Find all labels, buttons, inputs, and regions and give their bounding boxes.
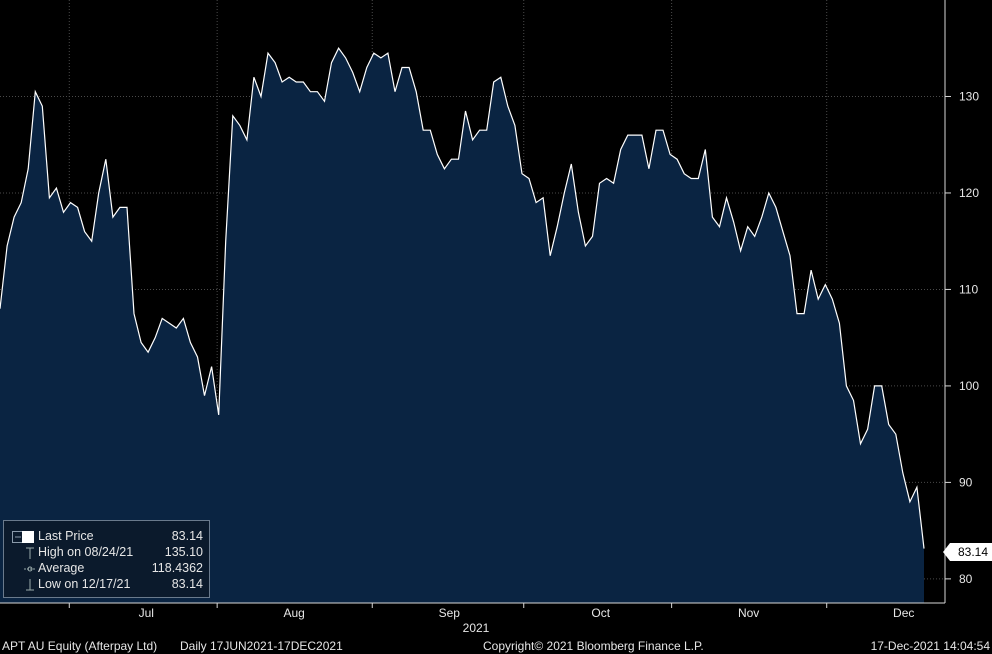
price-area (0, 48, 924, 603)
legend-low-label: Low on 12/17/21 (38, 577, 131, 591)
x-axis-ticks: Jul Aug Sep Oct Nov Dec 2021 (68, 603, 914, 635)
y-tick-label: 130 (959, 89, 979, 103)
y-tick-label: 80 (959, 572, 973, 586)
last-price-tag-value: 83.14 (958, 545, 989, 559)
price-line (0, 47, 925, 549)
legend-average-label: Average (38, 561, 85, 575)
footer-copyright: Copyright© 2021 Bloomberg Finance L.P. (483, 639, 704, 653)
white-swatch-icon (22, 531, 34, 543)
average-marker-icon (24, 566, 36, 572)
axes (0, 0, 946, 604)
legend-high-label: High on 08/24/21 (38, 545, 134, 559)
y-tick-label: 110 (959, 282, 978, 296)
low-marker-icon (26, 579, 34, 591)
legend: Last Price 83.14 High on 08/24/21 135.10… (3, 520, 210, 598)
legend-row-low: Low on 12/17/21 83.14 (4, 577, 209, 593)
legend-row-last-price: Last Price 83.14 (4, 529, 209, 545)
x-tick-label: Dec (893, 606, 914, 620)
year-label: 2021 (463, 621, 490, 635)
legend-last-price-label: Last Price (38, 529, 94, 543)
legend-average-value: 118.4362 (151, 561, 203, 575)
footer-ticker: APT AU Equity (Afterpay Ltd) (2, 639, 158, 653)
y-tick-label: 90 (959, 475, 973, 489)
x-tick-label: Nov (738, 606, 759, 620)
x-tick-label: Sep (439, 606, 461, 620)
y-axis-ticks: 80 90 100 110 120 130 (945, 89, 979, 586)
footer-timestamp: 17-Dec-2021 14:04:54 (870, 639, 990, 653)
legend-high-value: 135.10 (164, 545, 203, 559)
x-tick-label: Jul (139, 606, 154, 620)
legend-low-value: 83.14 (171, 577, 203, 591)
legend-last-price-value: 83.14 (171, 529, 203, 543)
high-marker-icon (26, 547, 34, 559)
price-chart: 80 90 100 110 120 130 Jul Aug Sep Oct Nov Dec 2021 (0, 0, 979, 635)
footer: APT AU Equity (Afterpay Ltd) Daily 17JUN… (0, 636, 992, 654)
last-price-tag: 83.14 (943, 543, 992, 561)
legend-row-average: Average 118.4362 (4, 561, 209, 577)
y-tick-label: 100 (959, 379, 979, 393)
x-tick-label: Oct (591, 606, 610, 620)
footer-range: Daily 17JUN2021-17DEC2021 (180, 639, 343, 653)
y-tick-label: 120 (959, 186, 979, 200)
legend-row-high: High on 08/24/21 135.10 (4, 545, 209, 561)
x-tick-label: Aug (283, 606, 304, 620)
